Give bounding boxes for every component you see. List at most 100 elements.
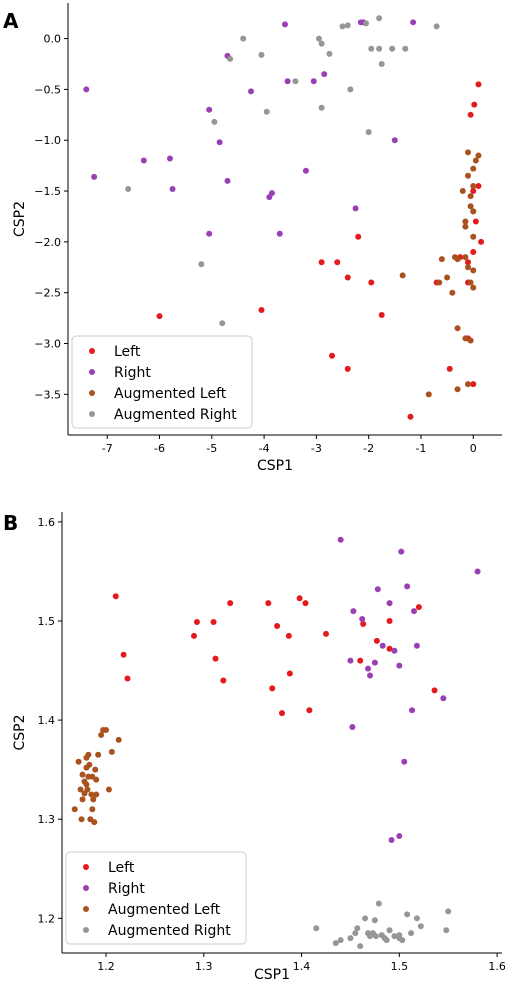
data-point-augmented-left bbox=[449, 289, 456, 296]
data-point-right bbox=[367, 672, 373, 679]
legend-marker-right bbox=[83, 885, 89, 891]
y-tick-label: 1.6 bbox=[38, 516, 56, 529]
data-point-augmented-right bbox=[399, 937, 406, 944]
x-tick-label: 1.6 bbox=[488, 960, 505, 973]
data-point-right bbox=[410, 19, 417, 26]
y-tick-label: −1.5 bbox=[34, 185, 61, 198]
data-point-right bbox=[413, 642, 420, 649]
data-point-augmented-right bbox=[362, 915, 369, 922]
data-point-augmented-right bbox=[198, 261, 205, 268]
data-point-augmented-left bbox=[467, 337, 474, 344]
data-point-augmented-left bbox=[467, 193, 474, 200]
data-point-left bbox=[386, 618, 393, 625]
x-tick-label: -2 bbox=[363, 442, 374, 455]
data-point-augmented-right bbox=[357, 943, 364, 950]
data-point-augmented-right bbox=[347, 935, 354, 942]
data-point-right bbox=[216, 139, 223, 146]
data-point-right bbox=[350, 608, 357, 615]
data-point-left bbox=[220, 677, 227, 684]
data-point-augmented-left bbox=[75, 758, 82, 765]
data-point-left bbox=[415, 604, 422, 611]
x-axis-label: CSP1 bbox=[254, 967, 290, 983]
y-tick-label: 1.2 bbox=[38, 912, 56, 925]
data-point-augmented-right bbox=[318, 40, 325, 47]
data-point-right bbox=[302, 167, 309, 174]
data-point-right bbox=[248, 88, 255, 95]
x-tick-label: 1.3 bbox=[195, 960, 213, 973]
data-point-augmented-right bbox=[402, 45, 409, 52]
y-tick-label: 0.0 bbox=[44, 33, 62, 46]
data-point-left bbox=[373, 637, 380, 644]
data-point-left bbox=[306, 707, 313, 714]
data-point-augmented-right bbox=[326, 50, 333, 57]
data-point-right bbox=[359, 616, 366, 623]
data-point-left bbox=[378, 312, 385, 319]
data-point-right bbox=[83, 86, 90, 93]
legend-marker-augmented-left bbox=[83, 906, 89, 912]
data-point-augmented-left bbox=[79, 796, 86, 803]
data-point-left bbox=[193, 619, 200, 626]
data-point-augmented-left bbox=[436, 279, 443, 286]
data-point-left bbox=[296, 595, 303, 602]
data-point-left bbox=[269, 685, 276, 692]
data-point-right bbox=[391, 137, 398, 144]
data-point-augmented-left bbox=[83, 764, 90, 771]
data-point-left bbox=[279, 710, 285, 717]
data-point-left bbox=[407, 413, 414, 420]
data-point-augmented-left bbox=[95, 751, 102, 758]
data-point-augmented-left bbox=[84, 786, 91, 793]
data-point-augmented-right bbox=[391, 933, 398, 940]
data-point-left bbox=[446, 365, 453, 372]
data-point-augmented-left bbox=[454, 325, 461, 332]
data-point-right bbox=[310, 78, 317, 85]
data-point-augmented-right bbox=[383, 937, 390, 944]
data-point-right bbox=[391, 647, 398, 654]
data-point-augmented-right bbox=[337, 937, 344, 944]
data-point-augmented-left bbox=[459, 188, 466, 195]
data-point-augmented-right bbox=[376, 45, 383, 52]
data-point-augmented-right bbox=[263, 108, 270, 115]
data-point-right bbox=[140, 157, 147, 164]
legend-box bbox=[65, 851, 247, 945]
data-point-right bbox=[396, 662, 403, 669]
x-tick-label: 0 bbox=[470, 442, 477, 455]
data-point-augmented-left bbox=[462, 254, 469, 261]
legend-label-augmented-left: Augmented Left bbox=[108, 902, 221, 918]
data-point-right bbox=[386, 600, 393, 607]
legend-marker-augmented-right bbox=[89, 411, 95, 417]
legend-label-augmented-right: Augmented Right bbox=[114, 407, 237, 423]
data-point-augmented-left bbox=[399, 272, 406, 279]
legend-marker-augmented-left bbox=[89, 390, 95, 396]
data-point-left bbox=[329, 352, 336, 359]
data-point-left bbox=[156, 313, 163, 320]
data-point-right bbox=[411, 608, 417, 615]
data-point-augmented-left bbox=[472, 157, 479, 164]
legend-label-right: Right bbox=[108, 881, 145, 897]
data-point-right bbox=[276, 230, 283, 237]
data-point-right bbox=[224, 177, 231, 184]
data-point-right bbox=[337, 536, 344, 543]
panel-label-A: A bbox=[3, 9, 19, 33]
data-point-augmented-left bbox=[93, 776, 100, 783]
legend-label-augmented-right: Augmented Right bbox=[108, 923, 231, 939]
data-point-augmented-right bbox=[417, 923, 424, 930]
data-point-left bbox=[227, 600, 234, 607]
data-point-augmented-right bbox=[240, 35, 247, 42]
data-point-augmented-left bbox=[89, 806, 96, 813]
data-point-right bbox=[282, 21, 288, 28]
data-point-augmented-left bbox=[467, 279, 474, 286]
data-point-augmented-right bbox=[386, 927, 393, 934]
data-point-right bbox=[166, 155, 173, 162]
data-point-right bbox=[379, 642, 386, 649]
data-point-augmented-left bbox=[462, 335, 469, 342]
data-point-augmented-left bbox=[98, 731, 105, 738]
data-point-augmented-left bbox=[470, 284, 477, 291]
data-point-augmented-left bbox=[77, 786, 84, 793]
data-point-augmented-right bbox=[354, 925, 361, 932]
data-point-augmented-right bbox=[378, 60, 385, 67]
data-point-right bbox=[371, 659, 378, 666]
data-point-augmented-right bbox=[365, 129, 372, 136]
legend-label-augmented-left: Augmented Left bbox=[114, 386, 227, 402]
legend-label-left: Left bbox=[114, 344, 141, 360]
data-point-left bbox=[274, 622, 281, 629]
